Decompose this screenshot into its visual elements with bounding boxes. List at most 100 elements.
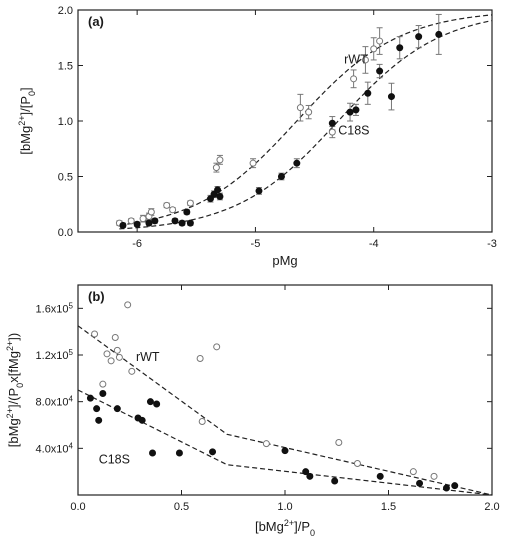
b-point-rwt [115,353,123,361]
b-point-c18s [153,400,161,408]
b-point-rwt [111,334,119,341]
b-point-c18s [175,449,183,457]
a-point-c18s [151,217,159,225]
annotation-rwt-b: rWT [136,350,160,364]
b-point-rwt [198,418,206,425]
a-point-c18s [293,159,301,167]
b-point-c18s [149,449,157,457]
b-point-c18s [281,447,289,455]
a-point-rwt [328,128,336,136]
a-fit-curve-c18s [119,20,493,230]
a-point-c18s [145,219,153,227]
b-point-c18s [209,448,217,456]
b-point-rwt [353,460,361,467]
a-point-rwt [169,206,177,214]
a-point-c18s [435,30,443,38]
b-point-c18s [113,405,121,413]
b-fit-line-c18s [77,389,493,496]
b-point-rwt [409,468,417,476]
b-point-rwt [107,357,115,365]
a-point-c18s [210,190,218,198]
b-y-tick-label: 8.0x104 [36,394,74,409]
b-point-c18s [99,390,107,397]
b-point-c18s [146,398,154,406]
a-point-c18s [277,173,285,180]
chart-panel-a: -6 -5 -4 -3 0.0 0.5 1.0 1.5 2.0 (a) rWT C18S pMg… [17,5,497,268]
a-point-c18s [346,108,354,116]
annotation-rwt-a: rWT [344,52,368,66]
b-point-rwt [262,440,270,448]
a-point-rwt [139,215,147,223]
b-point-c18s [376,472,384,480]
y-axis-title-a: [bMg2+]/[P0] [17,87,37,154]
y-axis-title-a-sup: 2+ [17,115,27,125]
b-x-tick-label: 2.0 [484,501,499,513]
x-axis-title-b-sup: 2+ [284,518,294,528]
annotation-c18s-b: C18S [99,453,130,467]
a-point-rwt [127,217,135,225]
a-point-c18s [415,33,423,41]
y-axis-title-b: [bMg2+]/(P0x[fMg2+]) [5,333,25,447]
b-point-rwt [213,343,221,351]
a-point-rwt [350,75,358,83]
b-point-rwt [128,367,136,375]
a-point-rwt [376,37,384,45]
b-x-tick-label: 0.5 [174,501,189,513]
annotation-c18s-a: C18S [338,123,369,137]
a-point-rwt [370,45,378,53]
a-point-rwt [361,56,369,64]
b-point-rwt [430,472,438,480]
a-x-tick-label: -6 [132,238,142,250]
a-point-c18s [186,219,194,227]
a-point-c18s [255,187,263,195]
y-axis-title-a-sub: 0 [27,91,37,96]
a-point-c18s [119,221,127,229]
b-point-c18s [95,416,103,424]
panel-label-b: (b) [88,289,105,304]
b-point-c18s [302,468,310,476]
b-fit-line-rwt [77,325,493,496]
a-y-tick-label: 0.5 [58,172,73,184]
a-point-c18s [376,67,384,75]
b-point-rwt [91,330,99,338]
b-x-tick-label: 1.0 [277,501,292,513]
a-point-c18s [133,220,141,228]
b-y-tick-label: 1.2x105 [36,348,74,363]
a-y-tick-label: 2.0 [58,5,73,17]
a-point-rwt [249,159,257,167]
x-axis-title-b: [bMg2+]/P0 [255,518,315,538]
a-x-tick-label: -4 [369,238,379,250]
a-point-rwt [212,164,220,172]
x-axis-title-a: pMg [272,253,297,268]
b-x-tick-label: 0.0 [70,501,85,513]
a-y-tick-label: 1.5 [58,61,73,73]
b-point-rwt [113,346,121,354]
b-point-c18s [306,472,314,480]
a-x-tick-label: -5 [251,238,261,250]
b-point-rwt [124,301,132,309]
a-point-c18s [328,119,336,127]
b-point-c18s [138,416,146,424]
plot-area-b [77,284,493,496]
b-y-tick-label: 1.6x105 [36,301,74,316]
b-point-c18s [331,477,339,485]
b-point-rwt [196,355,204,362]
a-point-c18s [387,93,395,101]
a-point-c18s [396,44,404,52]
a-point-rwt [305,108,313,116]
chart-panel-b: 0.0 0.5 1.0 1.5 2.0 4.0x104 8.0x104 1.2x105 1.6x… [5,284,500,538]
a-point-rwt [216,156,224,164]
b-point-rwt [335,439,343,446]
a-point-rwt [163,201,171,209]
a-y-tick-label: 0.0 [58,227,73,239]
a-point-c18s [183,208,191,216]
a-point-c18s [178,219,186,227]
b-point-c18s [451,482,459,490]
a-point-c18s [171,217,179,225]
b-x-tick-label: 1.5 [381,501,396,513]
a-y-tick-label: 1.0 [58,116,73,128]
a-point-rwt [186,199,194,207]
plot-area-a [77,9,493,233]
b-point-c18s [93,405,101,413]
b-point-c18s [416,479,424,487]
